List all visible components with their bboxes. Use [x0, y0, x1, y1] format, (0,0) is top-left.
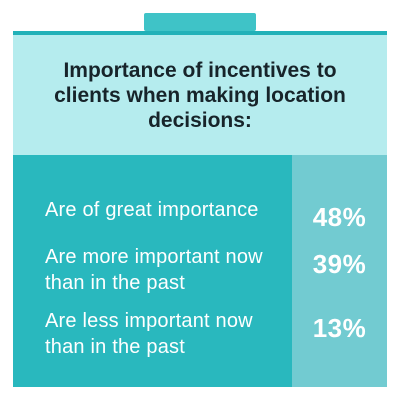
row-label-more-important: Are more important now than in the past: [45, 246, 263, 294]
table-row: Are of great importance 48%: [13, 197, 387, 253]
chart-title: Importance of incentives to clients when…: [54, 58, 346, 132]
row-value-more-important: 39%: [312, 248, 367, 279]
table-row: Are less important now than in the past …: [13, 308, 387, 364]
values-column: [292, 155, 387, 387]
row-value-less-important: 13%: [312, 312, 367, 343]
table-row: Are more important now than in the past …: [13, 244, 387, 300]
top-band: [13, 31, 387, 35]
header-panel: Importance of incentives to clients when…: [13, 35, 387, 155]
row-label-great-importance: Are of great importance: [45, 199, 259, 221]
row-value-great-importance: 48%: [312, 201, 367, 232]
row-label-less-important: Are less important now than in the past: [45, 310, 253, 358]
top-tab-decoration: [144, 13, 256, 31]
infographic-card: Importance of incentives to clients when…: [13, 31, 387, 387]
